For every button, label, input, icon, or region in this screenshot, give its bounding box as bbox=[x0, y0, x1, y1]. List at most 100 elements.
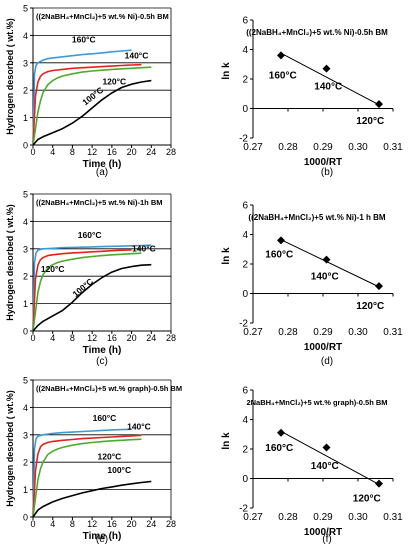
x-axis-label: Time (h) bbox=[83, 531, 122, 542]
panel-caption: (c) bbox=[96, 356, 108, 367]
x-axis-label: 1000/RT bbox=[304, 157, 342, 168]
x-axis-label: 1000/RT bbox=[304, 527, 342, 538]
data-point-marker bbox=[322, 255, 331, 264]
y-tick-label: 6 bbox=[242, 16, 248, 27]
series-annotation: 140°C bbox=[311, 271, 339, 282]
series-annotation: 140°C bbox=[125, 51, 149, 61]
y-tick-label: 4 bbox=[242, 230, 248, 241]
x-axis-label: Time (h) bbox=[83, 345, 122, 356]
x-axis-label: 1000/RT bbox=[304, 342, 342, 353]
y-tick-label: 0 bbox=[242, 104, 248, 115]
chart-panel-2: 0.27 0.28 0.29 0.30 0.31 -2 0 2 4 6 1000/RT ln k ((2… bbox=[221, 16, 403, 179]
x-tick-label: 0.29 bbox=[313, 327, 333, 338]
x-tick-label: 28 bbox=[166, 519, 176, 529]
y-tick-label: 0 bbox=[242, 289, 248, 300]
y-axis-label: Hydrogen desorbed ( wt.%) bbox=[5, 18, 15, 135]
series-annotation: 120°C bbox=[102, 77, 126, 87]
x-tick-label: 0.28 bbox=[278, 142, 298, 153]
fit-line bbox=[280, 239, 380, 288]
data-point-marker bbox=[277, 428, 285, 437]
x-tick-label: 24 bbox=[146, 333, 156, 343]
x-tick-label: 28 bbox=[166, 333, 176, 343]
series-annotation: 140°C bbox=[132, 244, 156, 254]
x-tick-label: 16 bbox=[107, 147, 117, 157]
x-tick-label: 0 bbox=[30, 519, 35, 529]
series-annotation: 120°C bbox=[353, 493, 381, 504]
data-point-marker bbox=[322, 64, 331, 73]
y-tick-label: 1 bbox=[23, 113, 28, 123]
series-annotation: 160°C bbox=[78, 230, 102, 240]
series-annotation: 140°C bbox=[314, 81, 342, 92]
y-axis-label: Hydrogen desorbed ( wt.%) bbox=[5, 204, 15, 321]
x-tick-label: 12 bbox=[87, 519, 97, 529]
y-tick-label: -2 bbox=[239, 504, 248, 515]
chart-title: 2NaBH₄+MnCl₂)+5 wt.% graph)-0.5h BM bbox=[246, 398, 387, 407]
series-annotation: 160°C bbox=[269, 70, 297, 81]
series-annotation: 160°C bbox=[93, 413, 117, 423]
chart-title: ((2NaBH₄+MnCl₂)+5 wt.% Ni)-1h BM bbox=[36, 198, 163, 207]
y-tick-label: -2 bbox=[239, 319, 248, 330]
x-tick-label: 4 bbox=[50, 147, 55, 157]
x-tick-label: 16 bbox=[107, 333, 117, 343]
x-tick-label: 8 bbox=[70, 333, 75, 343]
y-axis-label: ln k bbox=[221, 62, 232, 80]
y-tick-label: 4 bbox=[23, 217, 28, 227]
y-axis-label: ln k bbox=[221, 432, 232, 450]
series-annotation: 120°C bbox=[98, 451, 122, 461]
x-tick-label: 0 bbox=[30, 333, 35, 343]
y-tick-label: 2 bbox=[23, 86, 28, 96]
x-tick-label: 20 bbox=[127, 519, 137, 529]
panel-caption: (e) bbox=[96, 534, 108, 545]
series-line bbox=[32, 79, 152, 146]
series-line bbox=[32, 63, 142, 146]
x-tick-label: 28 bbox=[166, 147, 176, 157]
series-annotation: 120°C bbox=[41, 264, 65, 274]
data-point-marker bbox=[375, 479, 383, 488]
series-annotation: 160°C bbox=[72, 34, 96, 44]
y-tick-label: 4 bbox=[242, 45, 248, 56]
panel-caption: (f) bbox=[322, 534, 331, 545]
data-point-marker bbox=[375, 100, 383, 109]
data-point-marker bbox=[375, 282, 383, 291]
y-tick-label: 5 bbox=[23, 4, 28, 14]
chart-panel-6: 0.27 0.28 0.29 0.30 0.31 -2 0 2 4 6 1000/RT ln k 2Na… bbox=[221, 386, 403, 546]
y-tick-label: 2 bbox=[242, 260, 248, 271]
y-tick-label: 4 bbox=[23, 31, 28, 41]
x-tick-label: 24 bbox=[146, 147, 156, 157]
series-annotation: 120°C bbox=[356, 116, 384, 127]
series-annotation: 160°C bbox=[265, 249, 293, 260]
series-annotation: 140°C bbox=[311, 461, 339, 472]
x-tick-label: 0.30 bbox=[348, 327, 368, 338]
series-annotation: 140°C bbox=[127, 421, 151, 431]
x-tick-label: 0.31 bbox=[383, 142, 403, 153]
x-tick-label: 0.31 bbox=[383, 327, 403, 338]
series-line bbox=[32, 49, 132, 146]
y-tick-label: 0 bbox=[23, 141, 28, 151]
x-tick-label: 0.27 bbox=[243, 327, 263, 338]
panel-caption: (b) bbox=[321, 167, 333, 178]
y-tick-label: 4 bbox=[23, 403, 28, 413]
series-line bbox=[32, 252, 142, 332]
x-tick-label: 12 bbox=[87, 333, 97, 343]
series-annotation: 120°C bbox=[356, 301, 384, 312]
x-tick-label: 0.29 bbox=[313, 512, 333, 523]
x-tick-label: 0.28 bbox=[278, 327, 298, 338]
y-tick-label: 2 bbox=[242, 445, 248, 456]
y-tick-label: 2 bbox=[242, 75, 248, 86]
series-line bbox=[32, 263, 152, 332]
y-tick-label: 6 bbox=[242, 386, 248, 397]
y-tick-label: 0 bbox=[242, 474, 248, 485]
data-point-marker bbox=[277, 51, 285, 60]
y-tick-label: 5 bbox=[23, 376, 28, 386]
y-tick-label: 4 bbox=[242, 415, 248, 426]
series-line bbox=[32, 434, 142, 518]
chart-title: ((2NaBH₄+MnCl₂)+5 wt.% Ni)-0.5h BM bbox=[246, 28, 388, 37]
x-tick-label: 8 bbox=[70, 147, 75, 157]
y-tick-label: 3 bbox=[23, 58, 28, 68]
x-tick-label: 0.29 bbox=[313, 142, 333, 153]
y-axis-label: Hydrogen desorbed ( wt.%) bbox=[5, 390, 15, 507]
series-line bbox=[32, 438, 142, 518]
chart-panel-4: 0.27 0.28 0.29 0.30 0.31 -2 0 2 4 6 1000/RT ln k ((2… bbox=[221, 201, 403, 368]
